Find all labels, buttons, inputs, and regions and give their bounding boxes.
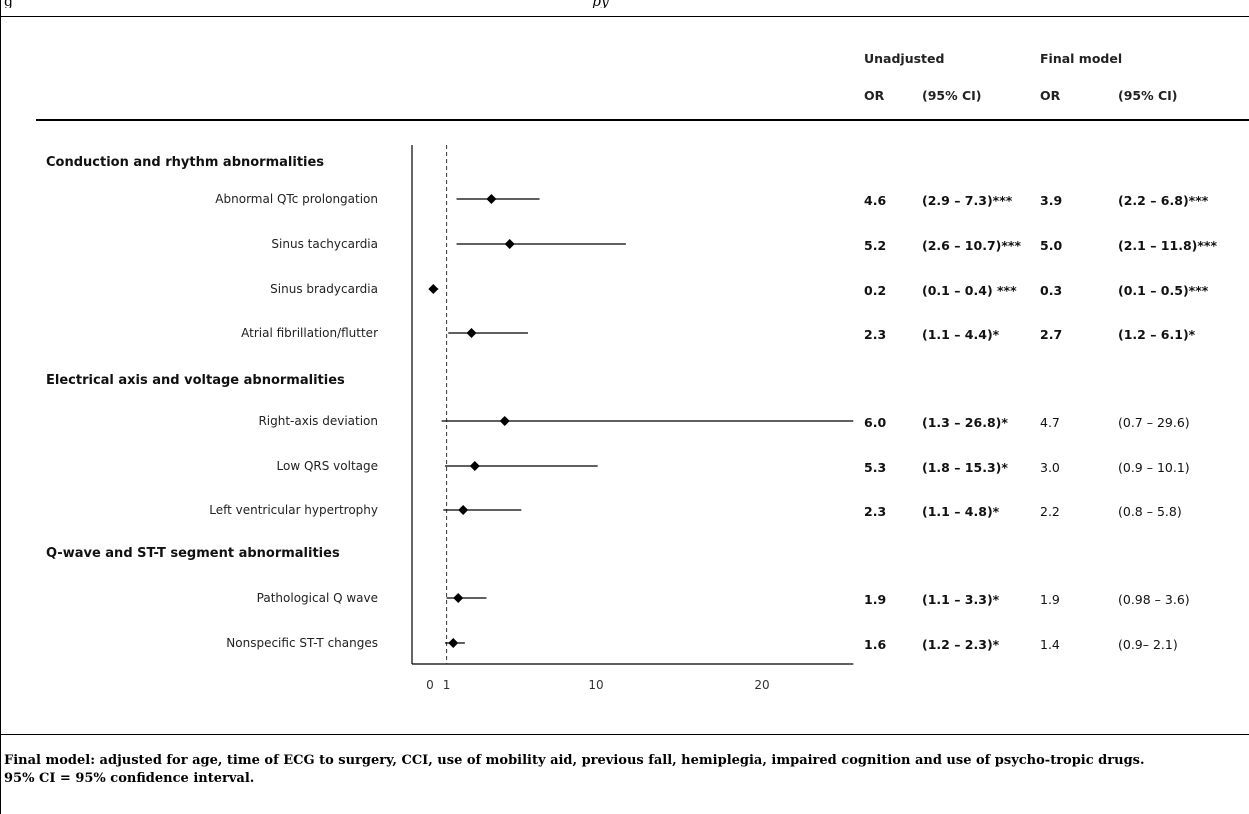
ci-final: (0.8 – 5.8) xyxy=(1118,504,1182,519)
or-unadjusted: 1.6 xyxy=(864,637,887,652)
or-final: 2.2 xyxy=(1040,504,1060,519)
x-tick-label: 20 xyxy=(754,678,769,692)
footnotes: Final model: adjusted for age, time of E… xyxy=(4,752,1246,787)
ci-final: (2.2 – 6.8)*** xyxy=(1118,193,1209,208)
or-unadjusted: 5.3 xyxy=(864,460,887,475)
row-label: Pathological Q wave xyxy=(256,591,378,605)
or-unadjusted: 6.0 xyxy=(864,415,887,430)
row-label: Sinus tachycardia xyxy=(271,237,378,251)
ci-final: (2.1 – 11.8)*** xyxy=(1118,238,1217,253)
header-or-unadjusted: OR xyxy=(864,88,885,103)
estimate-marker xyxy=(469,461,480,471)
ci-unadjusted: (1.1 – 4.4)* xyxy=(922,327,1000,342)
or-unadjusted: 2.3 xyxy=(864,327,887,342)
header-or-final: OR xyxy=(1040,88,1061,103)
or-final: 0.3 xyxy=(1040,283,1063,298)
row-label: Abnormal QTc prolongation xyxy=(215,192,378,206)
row-label: Nonspecific ST-T changes xyxy=(226,636,378,650)
header-ci-final: (95% CI) xyxy=(1118,88,1178,103)
ci-unadjusted: (1.1 – 4.8)* xyxy=(922,504,1000,519)
or-unadjusted: 0.2 xyxy=(864,283,887,298)
or-final: 2.7 xyxy=(1040,327,1063,342)
or-final: 4.7 xyxy=(1040,415,1060,430)
row-label: Low QRS voltage xyxy=(276,459,379,473)
or-final: 1.4 xyxy=(1040,637,1060,652)
ci-unadjusted: (2.9 – 7.3)*** xyxy=(922,193,1013,208)
or-unadjusted: 2.3 xyxy=(864,504,887,519)
row-label: Atrial fibrillation/flutter xyxy=(241,326,378,340)
estimate-marker xyxy=(466,328,477,338)
footnote-ci: 95% CI = 95% confidence interval. xyxy=(4,770,255,786)
ci-unadjusted: (1.2 – 2.3)* xyxy=(922,637,1000,652)
or-unadjusted: 5.2 xyxy=(864,238,887,253)
estimate-marker xyxy=(458,505,469,515)
group-label: Q-wave and ST-T segment abnormalities xyxy=(46,546,340,561)
group-label: Electrical axis and voltage abnormalitie… xyxy=(46,373,345,388)
group-label: Conduction and rhythm abnormalities xyxy=(46,155,325,170)
x-tick-label: 1 xyxy=(443,678,451,692)
estimate-marker xyxy=(486,194,497,204)
ci-final: (0.1 – 0.5)*** xyxy=(1118,283,1209,298)
header-final-model: Final model xyxy=(1040,51,1123,66)
figure-title-fragment: g py xyxy=(4,0,609,8)
estimate-marker xyxy=(428,284,439,294)
x-tick-label: 0 xyxy=(426,678,434,692)
ci-unadjusted: (2.6 – 10.7)*** xyxy=(922,238,1021,253)
estimate-marker xyxy=(504,239,515,249)
ci-unadjusted: (1.8 – 15.3)* xyxy=(922,460,1008,475)
top-rule xyxy=(0,16,1249,17)
estimate-marker xyxy=(448,638,459,648)
ci-unadjusted: (0.1 – 0.4) *** xyxy=(922,283,1017,298)
or-unadjusted: 4.6 xyxy=(864,193,887,208)
or-final: 1.9 xyxy=(1040,592,1060,607)
header-rule xyxy=(36,119,1249,121)
or-final: 5.0 xyxy=(1040,238,1063,253)
ci-final: (0.9– 2.1) xyxy=(1118,637,1178,652)
or-unadjusted: 1.9 xyxy=(864,592,887,607)
ci-final: (1.2 – 6.1)* xyxy=(1118,327,1196,342)
header-ci-unadjusted: (95% CI) xyxy=(922,88,982,103)
estimate-marker xyxy=(499,416,510,426)
ci-final: (0.9 – 10.1) xyxy=(1118,460,1190,475)
footer-rule xyxy=(0,734,1249,735)
row-label: Right-axis deviation xyxy=(258,414,378,428)
ci-unadjusted: (1.3 – 26.8)* xyxy=(922,415,1008,430)
footnote-adjustment: Final model: adjusted for age, time of E… xyxy=(4,753,1145,768)
row-label: Left ventricular hypertrophy xyxy=(209,503,378,517)
x-tick-label: 10 xyxy=(588,678,603,692)
row-label: Sinus bradycardia xyxy=(270,282,378,296)
or-final: 3.9 xyxy=(1040,193,1063,208)
or-final: 3.0 xyxy=(1040,460,1060,475)
estimate-marker xyxy=(453,593,464,603)
ci-unadjusted: (1.1 – 3.3)* xyxy=(922,592,1000,607)
header-unadjusted: Unadjusted xyxy=(864,51,945,66)
ci-final: (0.7 – 29.6) xyxy=(1118,415,1190,430)
ci-final: (0.98 – 3.6) xyxy=(1118,592,1190,607)
